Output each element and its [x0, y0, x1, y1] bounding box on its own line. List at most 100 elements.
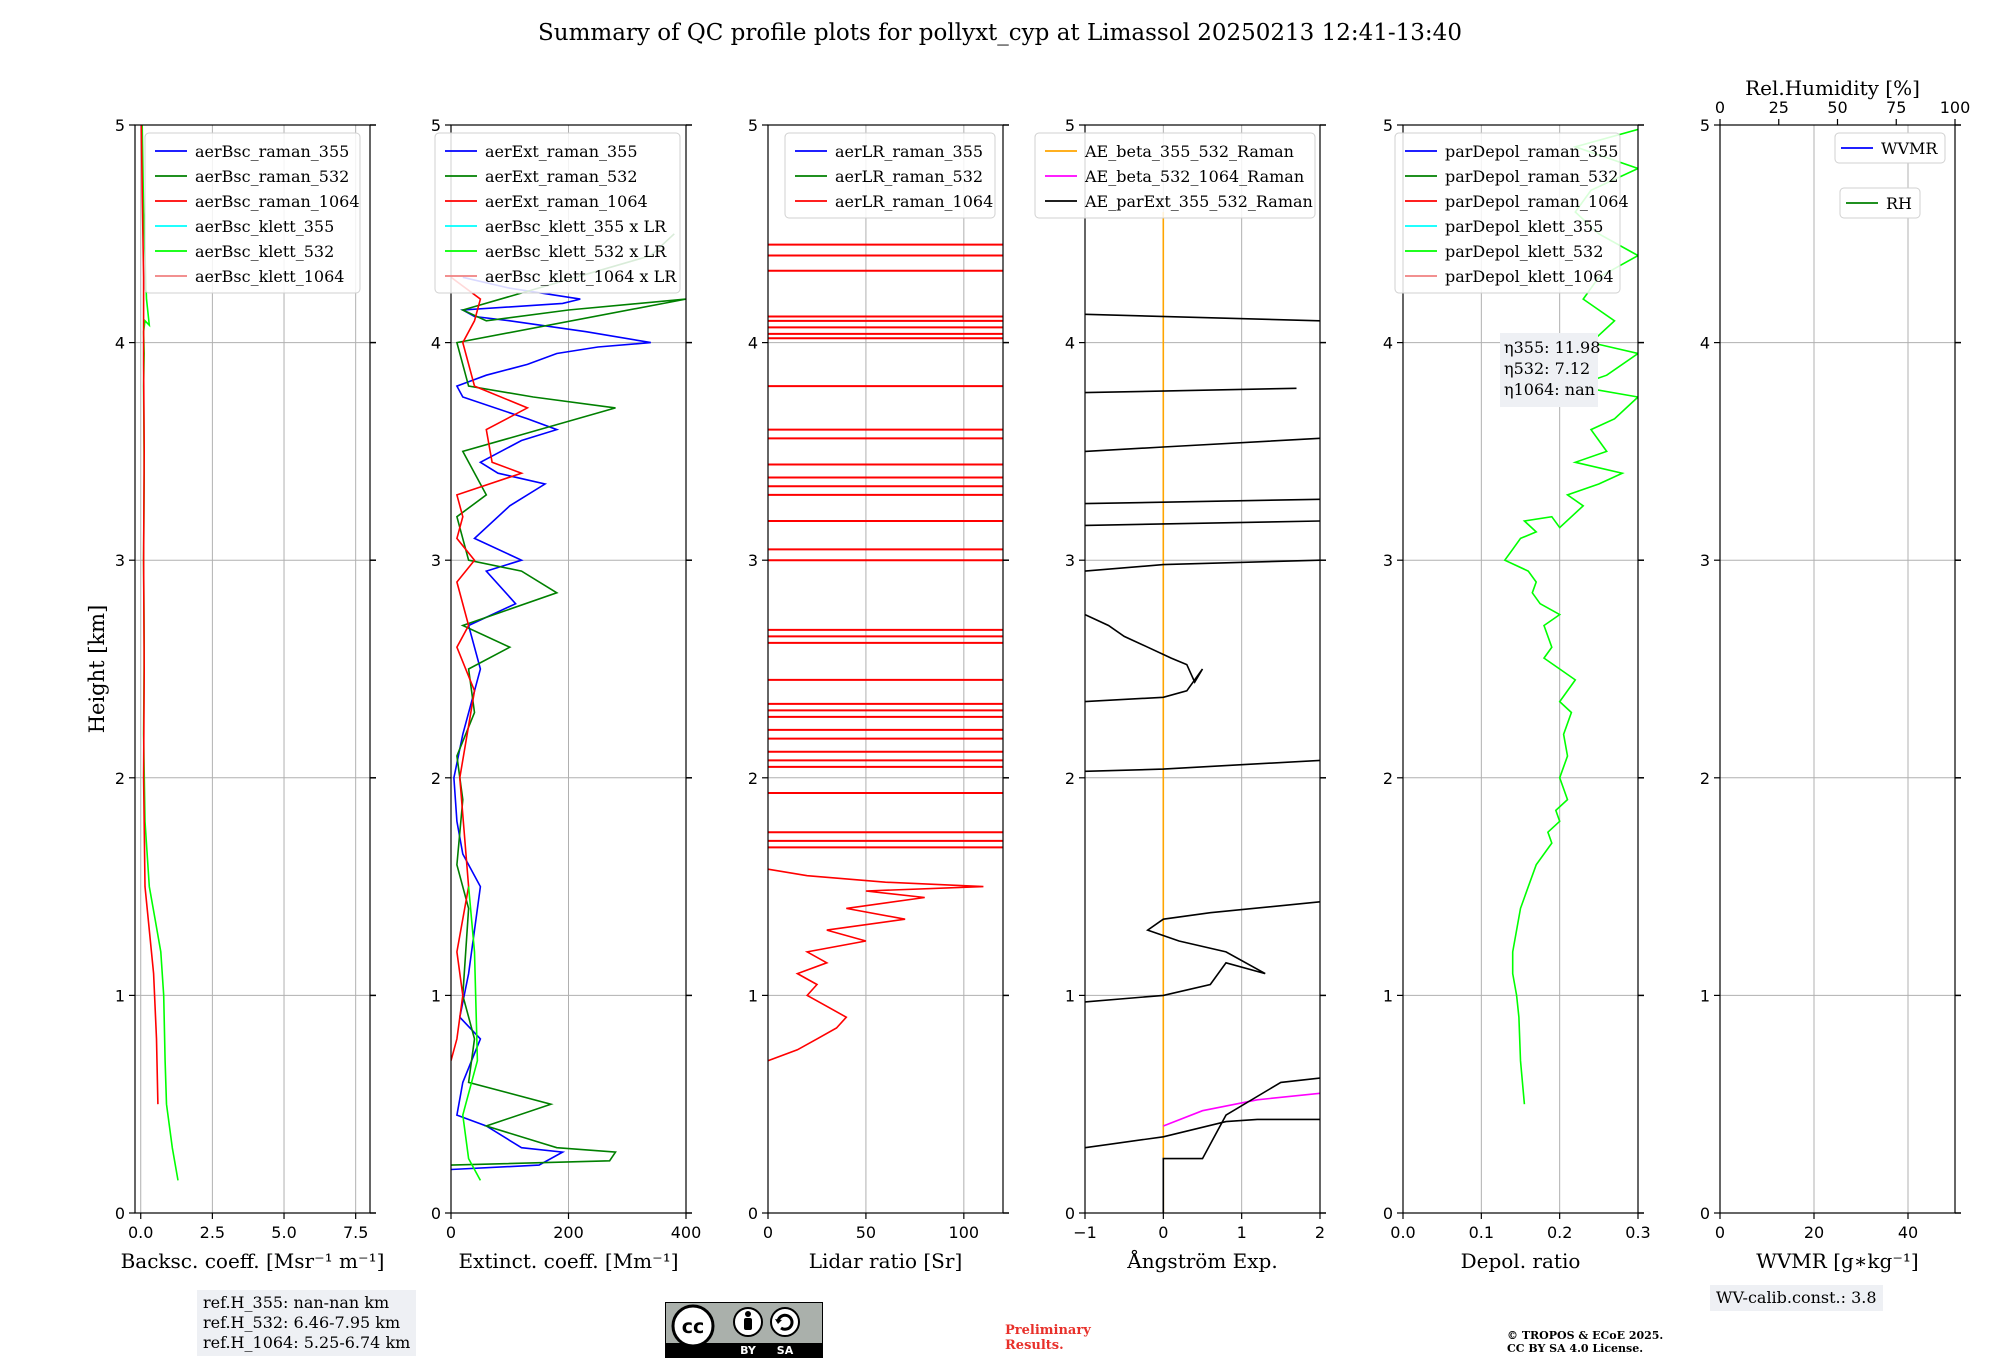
legend-label: aerLR_raman_355: [835, 142, 983, 161]
panel-extinction: 0 200 400 0 1 2 3 4 5 Extinct. coeff. [Mm⁻¹] aerEx…: [431, 116, 701, 1273]
y-tick-label: 2: [1700, 769, 1710, 788]
legend-label: aerBsc_raman_355: [195, 142, 349, 161]
y-tick-label: 3: [1383, 551, 1393, 570]
copyright-line-1: © TROPOS & ECoE 2025.: [1507, 1329, 1664, 1342]
legend-label: aerBsc_klett_532 x LR: [485, 242, 667, 261]
series-ae-parext-355-532-raman: [1085, 313, 1320, 322]
copyright-note: © TROPOS & ECoE 2025. CC BY SA 4.0 Licen…: [1507, 1329, 1663, 1355]
legend-label: aerExt_raman_355: [485, 142, 638, 161]
grid-lines: [1719, 124, 1955, 1214]
by-label: BY: [740, 1344, 757, 1357]
cc-icon-text: cc: [682, 1316, 705, 1338]
y-tick-label: 4: [431, 334, 441, 353]
legend-label: aerBsc_klett_1064 x LR: [485, 267, 677, 286]
axes-frame: [767, 124, 1004, 1214]
y-tick-label: 0: [115, 1204, 125, 1223]
data-lines: [768, 243, 1003, 1062]
sa-share-icon: [770, 1307, 800, 1337]
legend-frame: [1839, 187, 1921, 219]
eta-value: η355: 11.98: [1504, 338, 1600, 357]
x-tick-label: 0: [1715, 1223, 1725, 1242]
legend-label: aerBsc_raman_1064: [195, 192, 360, 211]
y-tick-label: 1: [431, 986, 441, 1005]
legend: WVMR RH: [1834, 132, 1946, 219]
y-tick-label: 0: [1383, 1204, 1393, 1223]
legend-label: aerBsc_raman_532: [195, 167, 349, 186]
cc-by-sa-logo: cc BY SA: [665, 1302, 823, 1358]
legend-label: AE_beta_532_1064_Raman: [1084, 167, 1304, 186]
x-tick-label: −1: [1073, 1223, 1097, 1242]
ref-heights-box: ref.H_355: nan-nan km ref.H_532: 6.46-7.…: [197, 1290, 417, 1356]
legend-label: RH: [1886, 194, 1912, 213]
ref-height-355: ref.H_355: nan-nan km: [203, 1293, 390, 1312]
legend-frame: [1834, 132, 1946, 164]
x-tick-label: 40: [1898, 1223, 1918, 1242]
x-tick-label: 400: [671, 1223, 702, 1242]
legend-label: AE_parExt_355_532_Raman: [1084, 192, 1313, 211]
panel-lidar-ratio: 0 50 100 0 1 2 3 4 5 Lidar ratio [Sr] aerLR_raman_…: [748, 116, 1009, 1273]
data-lines: [451, 233, 686, 1181]
data-lines: [1085, 212, 1320, 1213]
y-tick-label: 2: [1065, 769, 1075, 788]
series-aerbsc-raman-1064: [140, 125, 159, 1105]
legend: aerBsc_raman_355 aerBsc_raman_532 aerBsc_r…: [144, 132, 361, 294]
x-axis-label: WVMR [g∗kg⁻¹]: [1756, 1249, 1918, 1273]
y-tick-label: 2: [1383, 769, 1393, 788]
y-tick-label: 4: [748, 334, 758, 353]
legend-label: AE_beta_355_532_Raman: [1084, 142, 1294, 161]
panel-backscatter: 0.0 2.5 5.0 7.5 0 1 2 3 4 5 Backsc. coeff. [Msr⁻¹ …: [115, 116, 385, 1273]
x2-tick-label: 100: [1940, 98, 1971, 117]
wv-calib-const: WV-calib.const.: 3.8: [1716, 1288, 1877, 1307]
series-ae-parext-355-532-raman: [1085, 1118, 1320, 1149]
y-tick-label: 0: [431, 1204, 441, 1223]
eta-box-bg: [1500, 333, 1598, 407]
series-ae-parext-355-532-raman: [1085, 437, 1320, 453]
series-ae-parext-355-532-raman: [1085, 498, 1320, 505]
y-tick-label: 1: [1065, 986, 1075, 1005]
x-tick-label: 0: [763, 1223, 773, 1242]
eta-value: η1064: nan: [1504, 380, 1595, 399]
series-ae-parext-355-532-raman: [1085, 901, 1320, 1003]
legend-label: parDepol_klett_1064: [1445, 267, 1614, 286]
legend-label: parDepol_klett_355: [1445, 217, 1603, 236]
x-tick-label: 1: [1237, 1223, 1247, 1242]
x-tick-label: 20: [1804, 1223, 1824, 1242]
x-tick-label: 100: [949, 1223, 980, 1242]
preliminary-line-1: Preliminary: [1005, 1323, 1091, 1338]
legend-label: aerExt_raman_1064: [485, 192, 648, 211]
legend-label: parDepol_raman_355: [1445, 142, 1618, 161]
legend-frame: [1034, 132, 1316, 219]
y-tick-label: 4: [1383, 334, 1393, 353]
x-tick-label: 5.0: [271, 1223, 296, 1242]
axes-frame: [1719, 124, 1956, 1214]
copyright-line-2: CC BY SA 4.0 License.: [1507, 1342, 1644, 1355]
x2-tick-label: 75: [1886, 98, 1906, 117]
legend: AE_beta_355_532_Raman AE_beta_532_1064_Ra…: [1034, 132, 1316, 219]
x-tick-label: 0: [1158, 1223, 1168, 1242]
y-tick-label: 5: [748, 116, 758, 135]
panel-depolarization: 0.0 0.1 0.2 0.3 0 1 2 3 4 5 Depol. ratio parDepol_r…: [1383, 116, 1651, 1273]
legend-label: parDepol_raman_532: [1445, 167, 1618, 186]
x-tick-label: 0.2: [1547, 1223, 1572, 1242]
y-tick-label: 5: [115, 116, 125, 135]
x-tick-label: 0.0: [1390, 1223, 1415, 1242]
data-lines: [140, 125, 179, 1181]
x2-axis-label: Rel.Humidity [%]: [1745, 76, 1920, 100]
series-aerext-raman-532: [451, 233, 686, 1166]
legend: aerExt_raman_355 aerExt_raman_532 aerExt_r…: [434, 132, 681, 294]
legend-label: aerLR_raman_532: [835, 167, 983, 186]
y-tick-label: 5: [431, 116, 441, 135]
series-ae-beta-532-1064-raman: [1163, 1092, 1320, 1127]
figure-title: Summary of QC profile plots for pollyxt_…: [538, 20, 1462, 46]
y-tick-label: 2: [431, 769, 441, 788]
series-ae-parext-355-532-raman: [1085, 387, 1297, 394]
y-tick-label: 3: [1700, 551, 1710, 570]
series-ae-parext-355-532-raman: [1085, 520, 1320, 527]
wv-calib-box: WV-calib.const.: 3.8: [1710, 1285, 1883, 1311]
y-tick-label: 0: [1065, 1204, 1075, 1223]
legend-label: aerBsc_klett_532: [195, 242, 334, 261]
y-tick-label: 4: [1700, 334, 1710, 353]
y-tick-label: 4: [115, 334, 125, 353]
